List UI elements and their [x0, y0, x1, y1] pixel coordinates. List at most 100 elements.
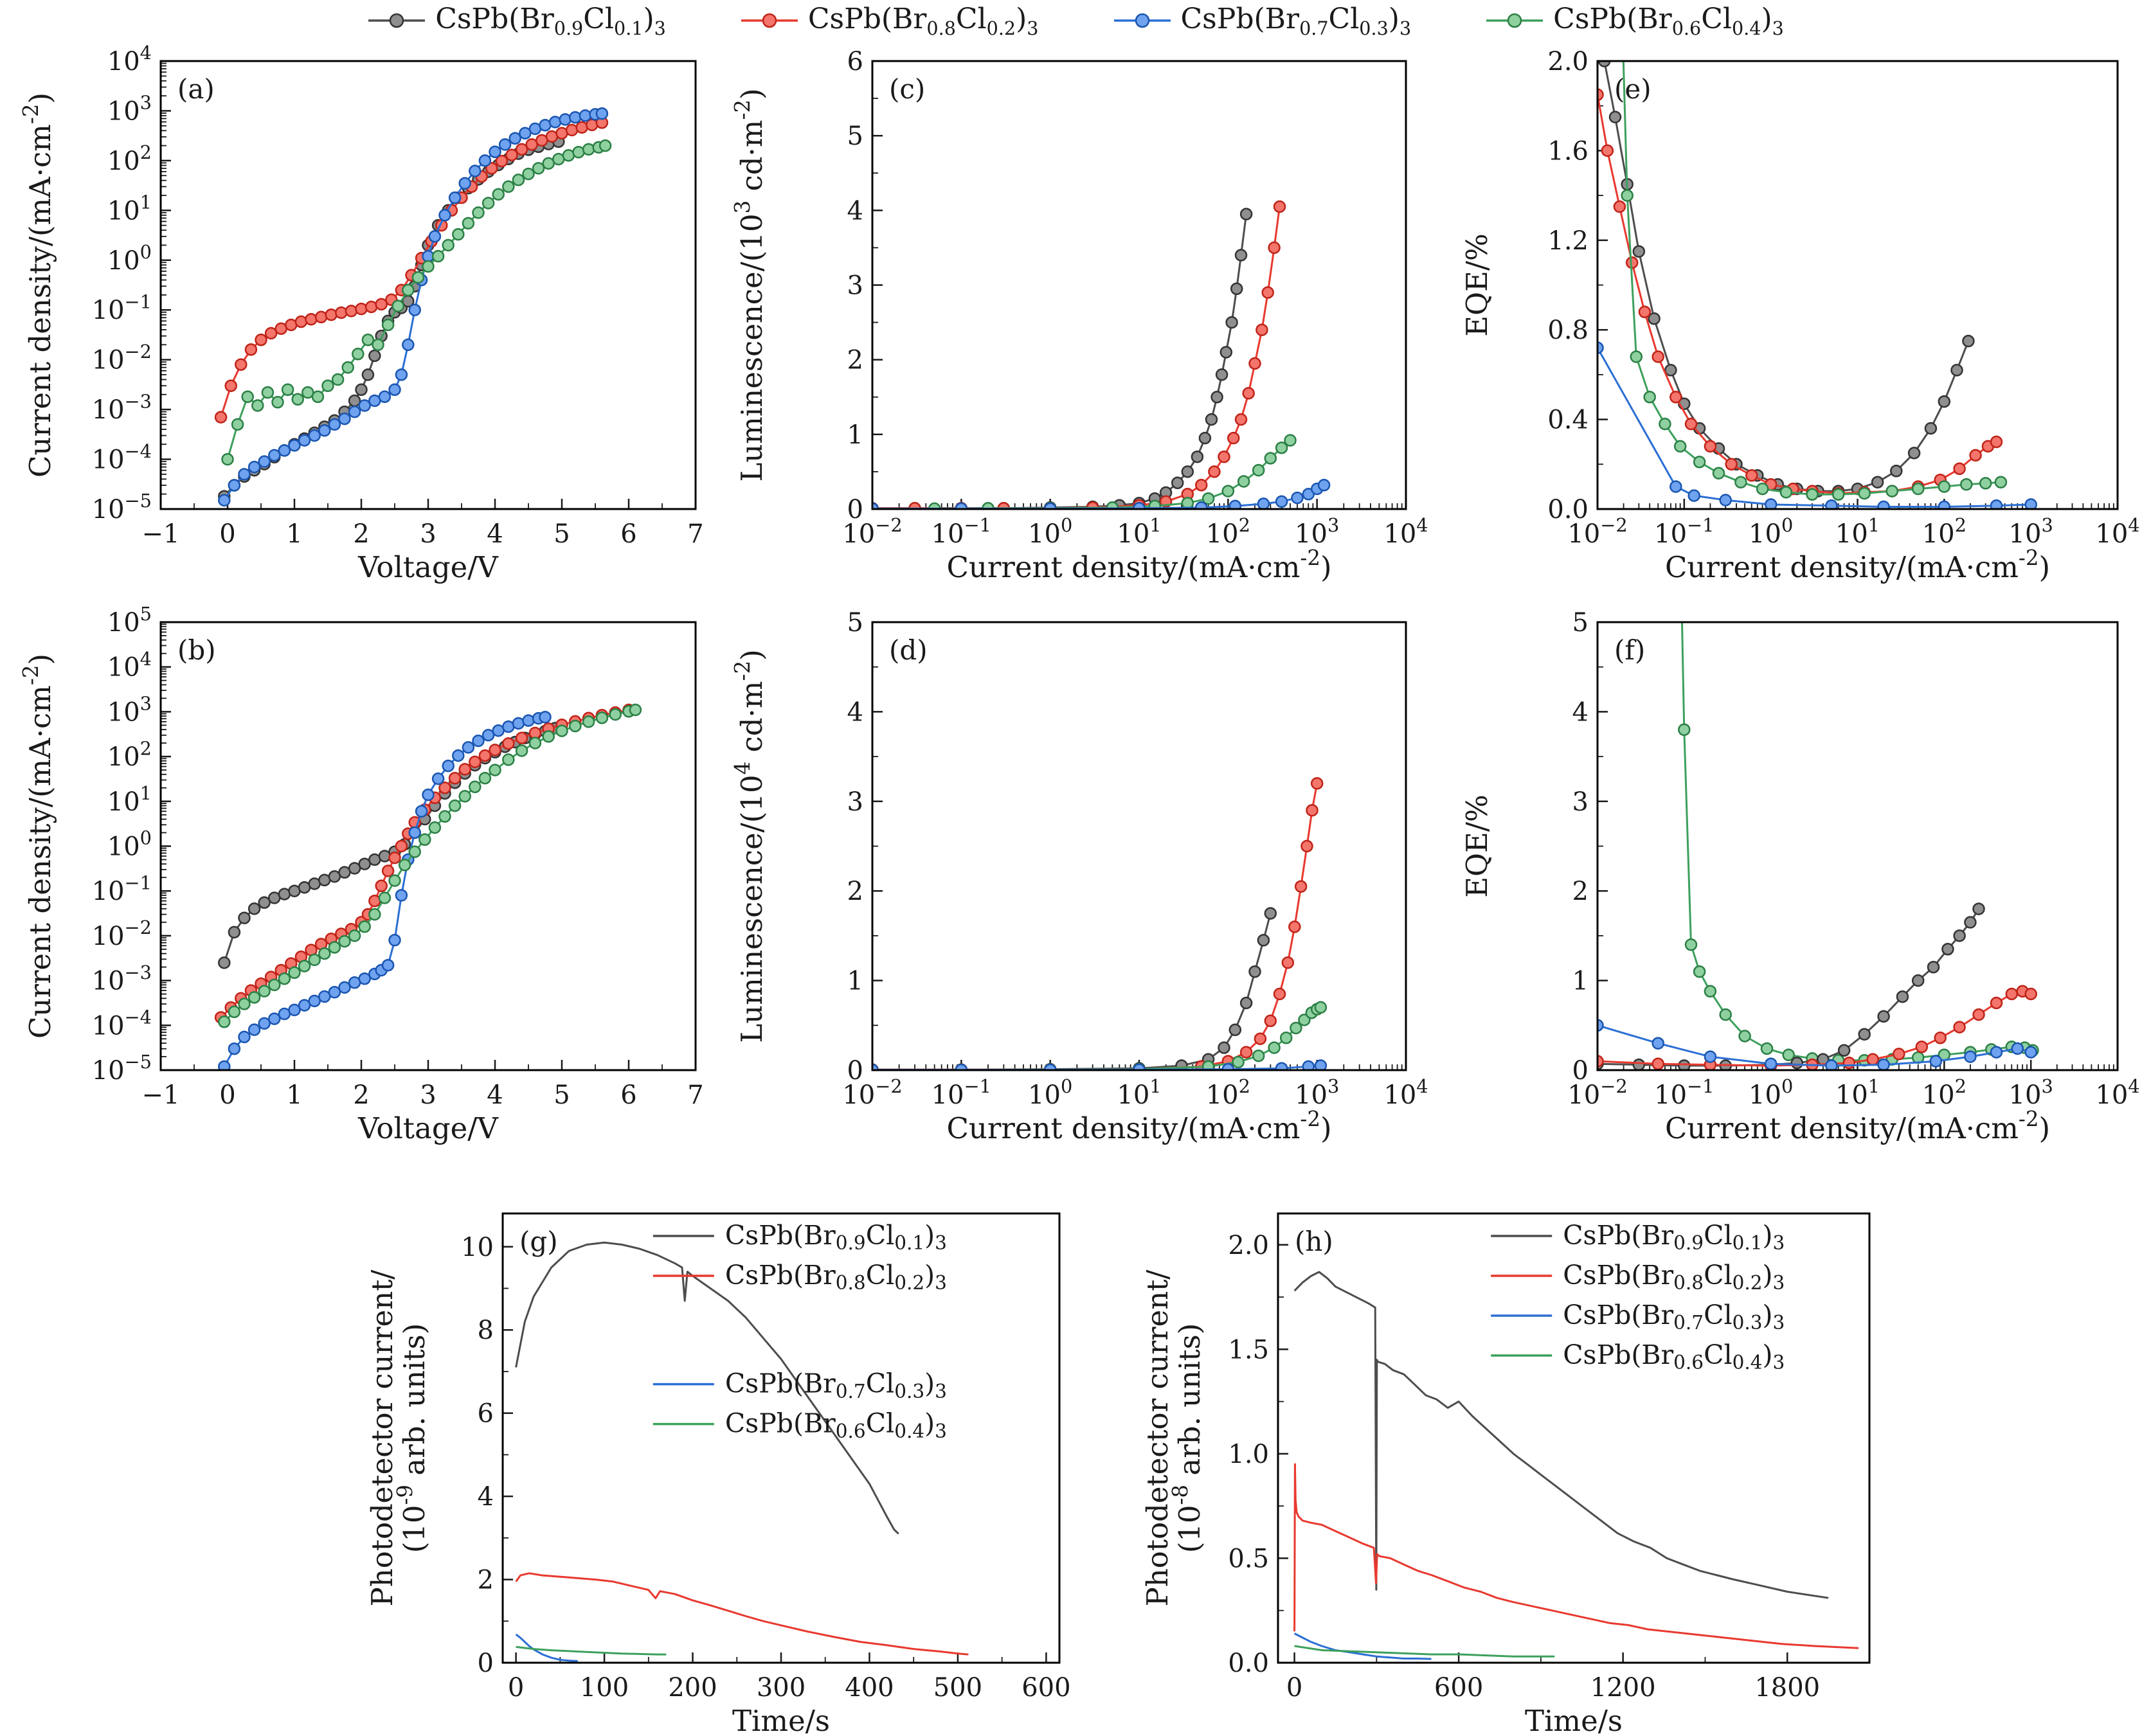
x-tick-label: 101	[1117, 1075, 1161, 1110]
series-red-marker	[255, 334, 267, 346]
series-green-marker	[388, 874, 401, 887]
series-green-marker	[281, 383, 294, 397]
series-red-marker	[1239, 1046, 1253, 1059]
y-tick-label: 2.0	[1547, 47, 1589, 76]
series-black-marker	[1230, 282, 1243, 296]
series-green-marker	[221, 452, 234, 466]
series-red-marker	[1194, 479, 1208, 492]
series-black-marker	[1264, 907, 1277, 920]
series-blue-marker	[415, 805, 428, 818]
series-blue-marker	[1275, 495, 1288, 508]
series-black-marker	[1632, 1058, 1646, 1070]
inner-legend-label: CsPb(Br0.7Cl0.3)3	[725, 1368, 947, 1402]
y-tick-label: 3	[847, 271, 863, 301]
series-red-marker	[1990, 435, 2003, 449]
series-green-marker	[308, 953, 321, 967]
series-green-marker	[582, 715, 595, 728]
panel-g-chart: 0 100 200 300 400 500 600 0 2 4 6 8 10 Time/s Photodet…	[365, 1212, 1071, 1736]
series-red-marker	[1953, 462, 1966, 476]
series-green-marker	[1298, 1014, 1311, 1026]
series-green-marker	[1734, 476, 1747, 488]
series-red-marker	[1745, 469, 1758, 482]
series-blue-marker	[288, 439, 301, 452]
series-blue-marker	[1275, 1062, 1288, 1070]
series-blue-marker	[2011, 1042, 2024, 1055]
series-blue-marker	[522, 714, 535, 727]
series-red-marker	[495, 154, 509, 168]
panel-letter: (f)	[1614, 634, 1645, 666]
y-tick-label: 1	[847, 420, 863, 450]
series-red-marker	[1227, 431, 1240, 445]
x-tick-label: 1	[286, 1080, 302, 1110]
series-blue-marker	[489, 145, 501, 159]
legend-item: CsPb(Br0.6Cl0.4)3	[1485, 3, 1784, 39]
series-red-line	[1598, 94, 1997, 495]
series-blue-marker	[442, 759, 455, 773]
series-blue-marker	[428, 230, 442, 243]
series-blue-marker	[1877, 1058, 1890, 1070]
inner-legend-label: CsPb(Br0.7Cl0.3)3	[1563, 1300, 1785, 1334]
series-blue-marker	[238, 468, 251, 481]
series-blue-marker	[395, 889, 408, 902]
series-red-marker	[375, 879, 388, 893]
series-red-marker	[355, 302, 368, 316]
series-green-marker	[1938, 480, 1951, 493]
y-tick-label: 2	[847, 346, 863, 375]
series-green-marker	[1911, 482, 1925, 496]
y-tick-label: 1.0	[1228, 1440, 1269, 1469]
series-blue-marker	[328, 418, 341, 431]
series-green-marker	[372, 338, 384, 352]
series-green-marker	[572, 145, 585, 159]
series-blue-marker	[278, 444, 291, 457]
series-red-marker	[1288, 920, 1301, 933]
series-green-marker	[1148, 499, 1162, 509]
y-axis-label: Current density/(mA·cm-2)	[19, 654, 57, 1039]
series-green-marker	[298, 960, 311, 972]
series-red-marker	[469, 755, 482, 769]
x-tick-label: 2	[353, 519, 369, 549]
y-tick-label: 102	[107, 141, 152, 176]
series-blue-marker	[288, 1003, 301, 1017]
series-green-marker	[251, 399, 264, 412]
legend-item-label: CsPb(Br0.9Cl0.1)3	[435, 3, 666, 39]
series-green-marker	[321, 379, 334, 392]
series-blue-marker	[448, 191, 462, 204]
series-blue-marker	[358, 972, 371, 985]
series-blue-marker	[431, 772, 445, 785]
series-red-line	[1598, 990, 2031, 1067]
series-black-marker	[1181, 465, 1194, 478]
series-red-marker	[1725, 458, 1738, 471]
series-black-marker	[1938, 395, 1951, 408]
series-black-marker	[1218, 1041, 1230, 1054]
series-blue-marker	[298, 999, 311, 1012]
y-tick-label: 10−5	[92, 1051, 152, 1086]
series-blue-marker	[462, 741, 475, 754]
series-red-marker	[2005, 987, 2019, 1001]
y-tick-label: 4	[478, 1482, 494, 1512]
legend-item-label: CsPb(Br0.8Cl0.2)3	[807, 3, 1039, 39]
series-green-marker	[582, 143, 595, 156]
series-green-marker	[462, 217, 475, 230]
series-blue-marker	[1194, 501, 1208, 509]
series-green-marker	[352, 348, 364, 361]
x-tick-label: 10−1	[1654, 514, 1714, 549]
series-blue-marker	[1938, 500, 1951, 509]
series-red-marker	[1261, 286, 1274, 299]
x-tick-label: 10−2	[1567, 514, 1627, 549]
series-red-marker	[1208, 465, 1221, 478]
y-tick-label: 0	[478, 1649, 494, 1678]
series-green-marker	[1673, 440, 1687, 453]
series-blue-marker	[248, 460, 261, 474]
series-red-marker	[1294, 880, 1308, 893]
series-green-marker	[361, 334, 375, 346]
series-blue-marker	[1877, 500, 1890, 509]
series-blue-marker	[228, 479, 241, 492]
panel-f-chart: 10−2 10−1 100 101 102 103 104 0 1 2 3 4 5 Current den…	[1460, 608, 2140, 1145]
series-black-marker	[1210, 391, 1223, 404]
x-tick-label: 104	[2095, 514, 2139, 549]
y-tick-label: 0.8	[1547, 316, 1589, 345]
x-tick-label: 5	[554, 1080, 570, 1110]
series-blue-marker	[218, 494, 231, 507]
series-green-marker	[419, 833, 431, 846]
y-axis-label: Luminescence/(104 cd·m-2)	[730, 649, 769, 1042]
